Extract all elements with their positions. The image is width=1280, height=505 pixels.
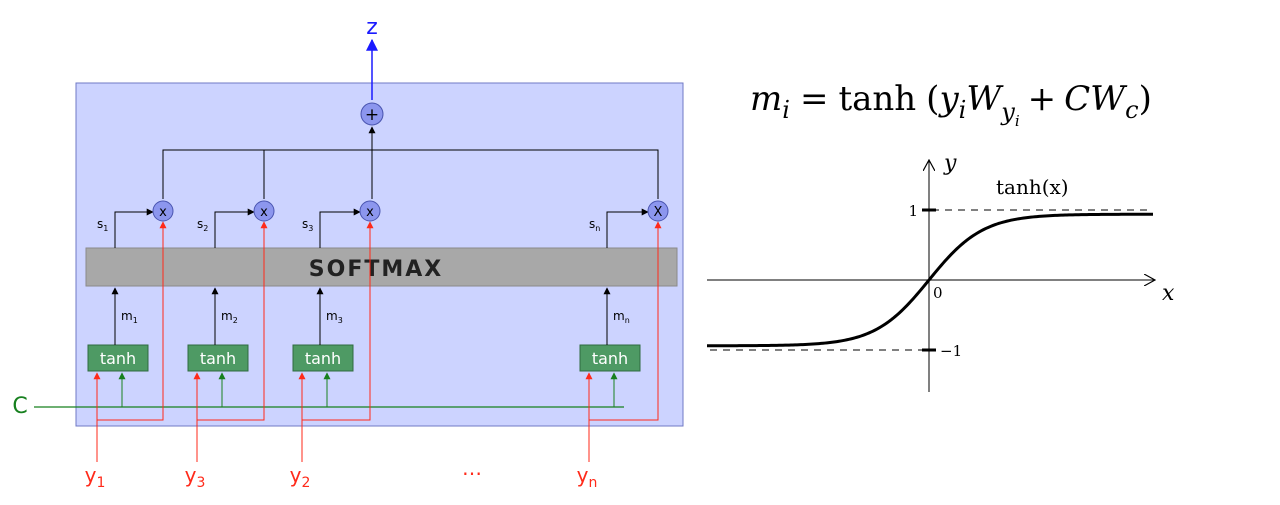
- y-label-2: y3: [185, 463, 206, 491]
- tanh-box-4: [579, 344, 641, 372]
- formula-lhs-sub: i: [782, 96, 790, 124]
- y-axis-label: y: [943, 151, 957, 176]
- y-label-1: y1: [85, 463, 106, 491]
- softmax-label: SOFTMAX: [309, 257, 443, 282]
- attention-units: tanh m1 s1 x y1 tanh m2 s2 x y3 tanh m3 s3 x y2 tanh mn s…: [85, 200, 669, 491]
- tanh-plot: x y 1 −1 0 tanh(x): [707, 151, 1175, 392]
- formula-lhs: m: [750, 79, 782, 119]
- s-label-4: sn: [589, 217, 600, 233]
- y-label-4: yn: [577, 463, 598, 491]
- s-label-3: s3: [302, 217, 313, 233]
- tanh-box-1: [87, 344, 149, 372]
- formula: mi = tanh (yiWyi+ CWc): [750, 79, 1152, 130]
- y-bypass-arrow-1: [97, 221, 167, 421]
- s-arrow-2: [214, 208, 255, 248]
- formula-close: ): [1139, 79, 1152, 119]
- tick-label-upper: 1: [908, 202, 918, 220]
- multiply-symbol-3: x: [366, 205, 374, 220]
- formula-w-subsub: i: [1015, 112, 1020, 130]
- tanh-label-1: tanh: [100, 349, 136, 368]
- s-label-1: s1: [97, 217, 108, 233]
- m-label-1: m1: [121, 309, 138, 325]
- formula-plus: +: [1028, 79, 1057, 119]
- m-label-4: mn: [613, 309, 630, 325]
- tick-label-origin: 0: [933, 284, 943, 302]
- formula-w: W: [966, 79, 1004, 119]
- x-axis-label: x: [1162, 281, 1175, 306]
- tick-label-lower: −1: [940, 342, 962, 360]
- s-arrow-3: [319, 208, 361, 248]
- multiply-symbol-4: X: [654, 205, 663, 220]
- formula-eq: =: [800, 79, 829, 119]
- tanh-box-2: [187, 344, 249, 372]
- multiply-node-1: [152, 200, 174, 222]
- tanh-label-4: tanh: [592, 349, 628, 368]
- m-label-3: m3: [326, 309, 343, 325]
- formula-w-sub: y: [1000, 98, 1015, 126]
- tanh-label-2: tanh: [200, 349, 236, 368]
- ellipsis: …: [462, 456, 482, 480]
- multiply-symbol-1: x: [159, 205, 167, 220]
- formula-c-sub: c: [1125, 96, 1138, 124]
- formula-y-sub: i: [959, 96, 967, 124]
- multiply-node-4: [647, 200, 669, 222]
- multiply-node-2: [253, 200, 275, 222]
- m-label-2: m2: [221, 309, 238, 325]
- multiply-symbol-2: x: [260, 205, 268, 220]
- s-arrow-1: [114, 208, 154, 248]
- output-label: z: [366, 15, 378, 40]
- formula-c: CW: [1064, 79, 1128, 119]
- formula-y: y: [937, 79, 959, 119]
- y-bypass-arrow-4: [589, 221, 662, 421]
- y-bypass-arrow-2: [197, 221, 268, 421]
- sum-bus: [162, 149, 659, 199]
- tanh-box-3: [292, 344, 354, 372]
- context-label: C: [12, 394, 27, 419]
- s-arrow-4: [606, 208, 649, 248]
- s-label-2: s2: [197, 217, 208, 233]
- attention-diagram: z + SOFTMAX C … tanhm1s1xy1tanhm2s2xy3ta…: [12, 15, 684, 491]
- formula-open: (: [926, 79, 939, 119]
- multiply-node-3: [359, 200, 381, 222]
- tanh-curve: [707, 212, 1154, 348]
- formula-text: mi = tanh (yiWyi+ CWc): [750, 79, 1152, 130]
- y-label-3: y2: [290, 463, 311, 491]
- tanh-label-3: tanh: [305, 349, 341, 368]
- curve-label: tanh(x): [996, 175, 1069, 199]
- sum-node: [360, 102, 384, 126]
- sum-symbol: +: [365, 105, 379, 125]
- formula-func: tanh: [838, 79, 916, 119]
- y-bypass-arrow-3: [302, 221, 374, 421]
- softmax-bar: [85, 247, 678, 287]
